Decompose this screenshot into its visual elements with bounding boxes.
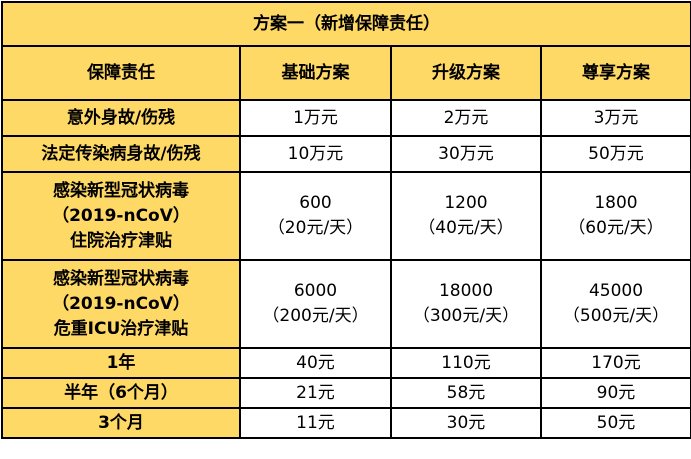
table-cell: 40元 — [239, 347, 392, 379]
table-row: 半年（6个月） 21元 58元 90元 — [1, 377, 691, 409]
table-cell: 1万元 — [239, 99, 392, 137]
row-label: 感染新型冠状病毒 （2019-nCoV） 住院治疗津贴 — [1, 171, 241, 261]
table-cell: 50万元 — [540, 135, 691, 173]
table-title: 方案一（新增保障责任） — [1, 1, 691, 47]
column-header-coverage: 保障责任 — [1, 45, 241, 101]
table-cell: 18000 （300元/天） — [390, 259, 542, 349]
table-cell: 11元 — [239, 407, 392, 439]
row-label: 1年 — [1, 347, 241, 379]
table-cell: 170元 — [540, 347, 691, 379]
table-row: 感染新型冠状病毒 （2019-nCoV） 危重ICU治疗津贴 6000 （200… — [1, 259, 691, 349]
table-row: 3个月 11元 30元 50元 — [1, 407, 691, 439]
column-header-basic-plan: 基础方案 — [239, 45, 392, 101]
table-cell: 10万元 — [239, 135, 392, 173]
table-cell: 2万元 — [390, 99, 542, 137]
table-cell: 30元 — [390, 407, 542, 439]
table-row: 感染新型冠状病毒 （2019-nCoV） 住院治疗津贴 600 （20元/天） … — [1, 171, 691, 261]
column-header-upgrade-plan: 升级方案 — [390, 45, 542, 101]
row-label: 感染新型冠状病毒 （2019-nCoV） 危重ICU治疗津贴 — [1, 259, 241, 349]
table-cell: 30万元 — [390, 135, 542, 173]
table-cell: 600 （20元/天） — [239, 171, 392, 261]
row-label: 半年（6个月） — [1, 377, 241, 409]
table-row: 1年 40元 110元 170元 — [1, 347, 691, 379]
table-row: 法定传染病身故/伤残 10万元 30万元 50万元 — [1, 135, 691, 173]
table-cell: 3万元 — [540, 99, 691, 137]
row-label: 法定传染病身故/伤残 — [1, 135, 241, 173]
table-cell: 6000 （200元/天） — [239, 259, 392, 349]
row-label: 意外身故/伤残 — [1, 99, 241, 137]
table-cell: 50元 — [540, 407, 691, 439]
table-cell: 45000 （500元/天） — [540, 259, 691, 349]
table-cell: 1200 （40元/天） — [390, 171, 542, 261]
table-cell: 1800 （60元/天） — [540, 171, 691, 261]
table-row: 意外身故/伤残 1万元 2万元 3万元 — [1, 99, 691, 137]
column-header-premium-plan: 尊享方案 — [540, 45, 691, 101]
table-cell: 110元 — [390, 347, 542, 379]
table-cell: 58元 — [390, 377, 542, 409]
row-label: 3个月 — [1, 407, 241, 439]
plan-table: 方案一（新增保障责任） 保障责任 基础方案 升级方案 尊享方案 意外身故/伤残 … — [1, 1, 691, 439]
table-cell: 90元 — [540, 377, 691, 409]
table-cell: 21元 — [239, 377, 392, 409]
